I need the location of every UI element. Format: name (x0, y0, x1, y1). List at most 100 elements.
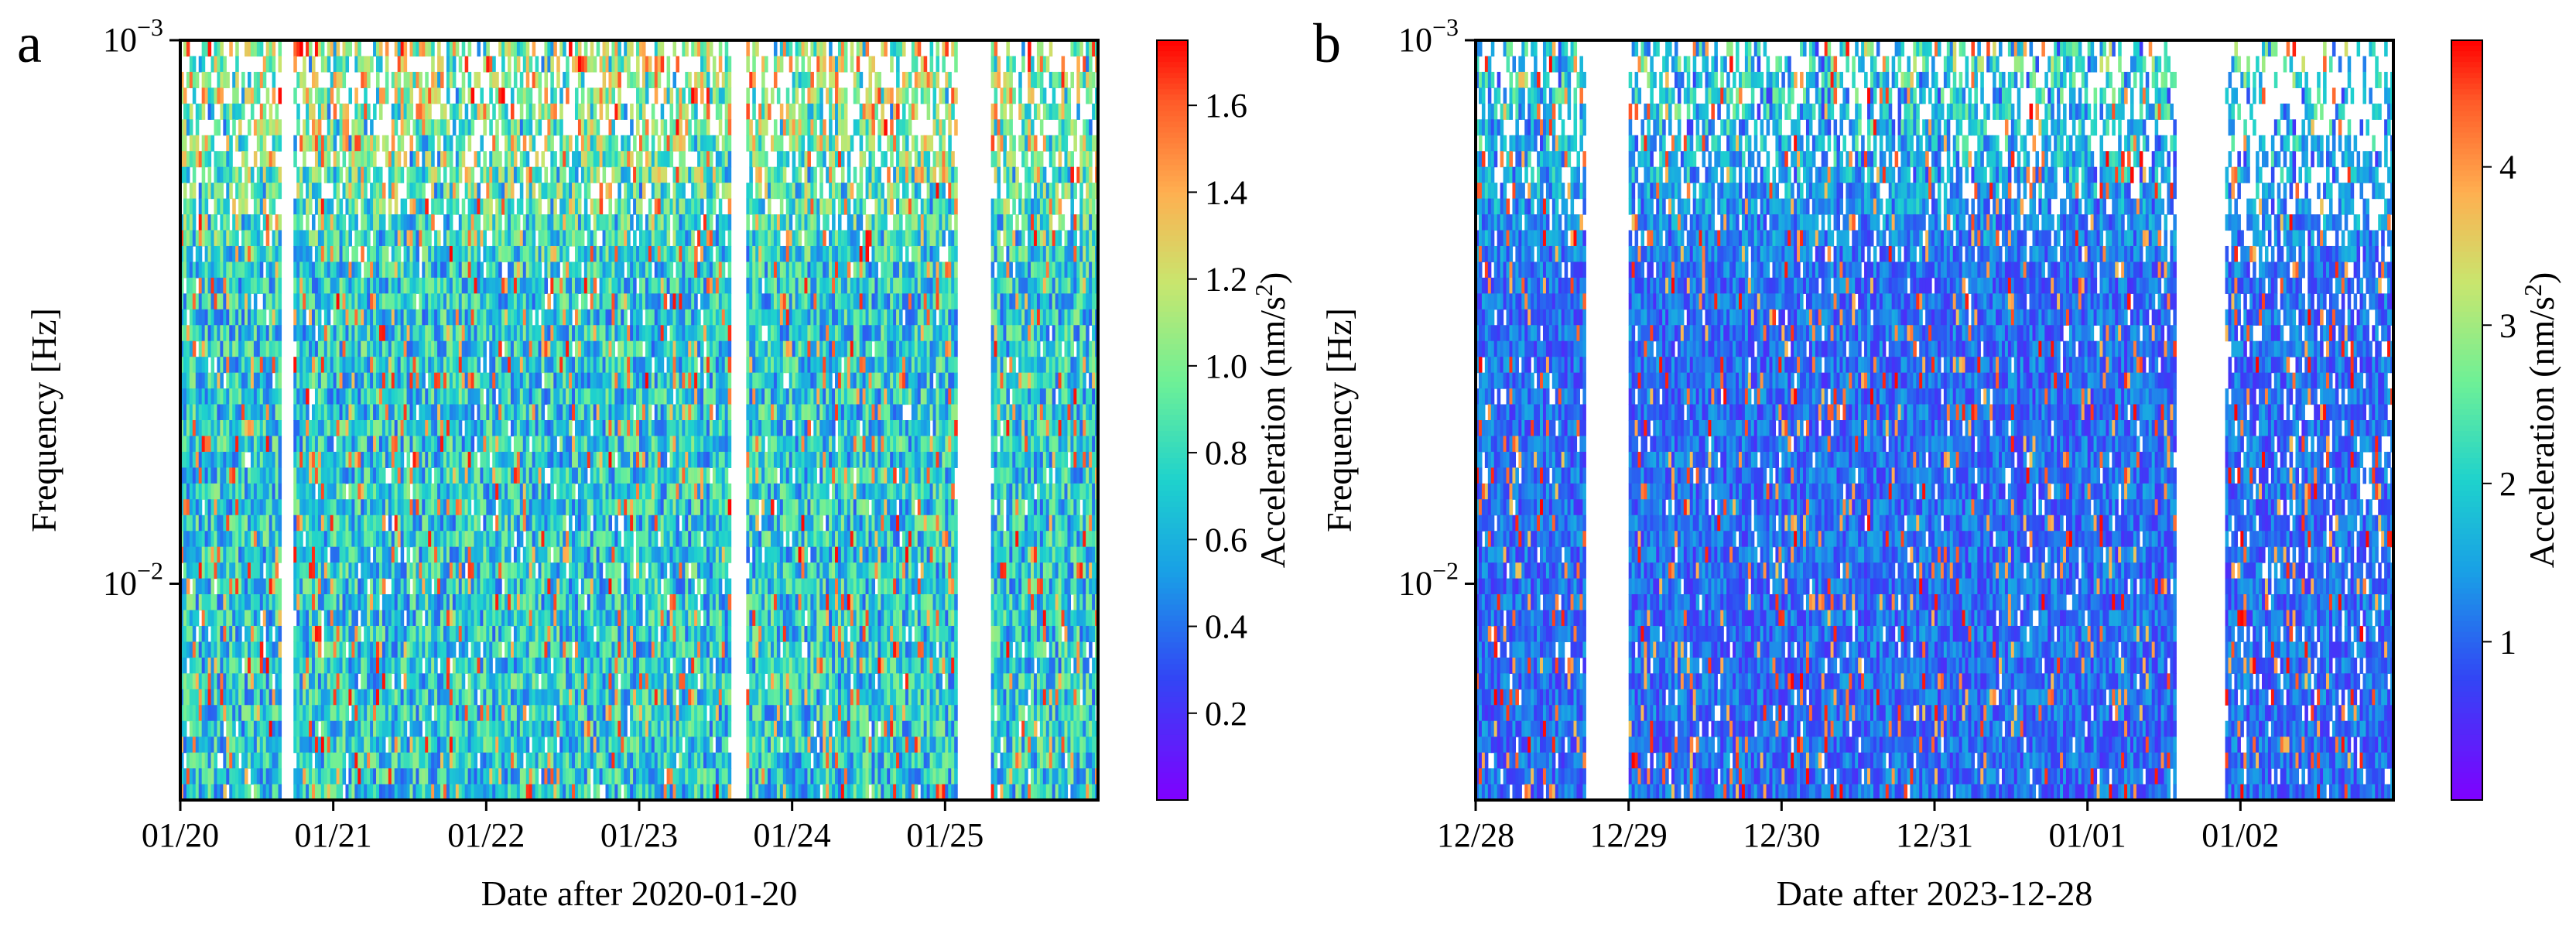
heatmap-cell (367, 262, 371, 278)
heatmap-cell (468, 40, 472, 56)
heatmap-cell (395, 214, 399, 231)
heatmap-cell (428, 753, 432, 769)
heatmap-cell (351, 515, 355, 532)
heatmap-cell (279, 594, 282, 610)
heatmap-cell (340, 753, 344, 769)
heatmap-cell (309, 420, 313, 436)
heatmap-cell (428, 768, 432, 785)
heatmap-cell (220, 357, 224, 373)
heatmap-cell (235, 135, 239, 152)
heatmap-cell (248, 689, 251, 706)
heatmap-cell (296, 278, 300, 294)
heatmap-cell (385, 357, 389, 373)
heatmap-cell (370, 405, 374, 421)
heatmap-cell (334, 753, 337, 769)
heatmap-cell (468, 278, 472, 294)
heatmap-cell (364, 579, 368, 595)
heatmap-cell (193, 499, 197, 515)
heatmap-cell (318, 388, 322, 405)
heatmap-cell (186, 262, 190, 278)
heatmap-cell (214, 56, 217, 72)
heatmap-cell (324, 214, 328, 231)
heatmap-cell (327, 531, 331, 547)
heatmap-cell (412, 405, 416, 421)
heatmap-cell (416, 705, 419, 721)
heatmap-cell (385, 278, 389, 294)
heatmap-cell (293, 56, 297, 72)
heatmap-cell (334, 373, 337, 389)
heatmap-cell (186, 547, 190, 563)
heatmap-cell (211, 278, 215, 294)
heatmap-cell (376, 183, 380, 199)
heatmap-cell (211, 737, 215, 753)
heatmap-cell (388, 531, 392, 547)
heatmap-cell (229, 673, 233, 689)
heatmap-cell (398, 167, 402, 183)
heatmap-cell (419, 768, 422, 785)
heatmap-cell (205, 641, 209, 658)
heatmap-cell (462, 293, 466, 309)
heatmap-cell (251, 405, 255, 421)
heatmap-cell (272, 547, 276, 563)
heatmap-cell (279, 357, 282, 373)
heatmap-cell (229, 405, 233, 421)
heatmap-cell (235, 293, 239, 309)
heatmap-cell (376, 388, 380, 405)
heatmap-cell (211, 405, 215, 421)
heatmap-cell (303, 341, 306, 357)
heatmap-cell (321, 721, 325, 737)
heatmap-cell (248, 499, 251, 515)
heatmap-cell (392, 309, 395, 326)
heatmap-cell (388, 325, 392, 341)
heatmap-cell (324, 452, 328, 468)
heatmap-cell (395, 119, 399, 135)
heatmap-cell (251, 673, 255, 689)
heatmap-cell (269, 721, 273, 737)
heatmap-cell (425, 737, 429, 753)
heatmap-cell (251, 373, 255, 389)
heatmap-cell (251, 420, 255, 436)
heatmap-cell (340, 135, 344, 152)
heatmap-cell (388, 705, 392, 721)
heatmap-cell (395, 689, 399, 706)
heatmap-cell (412, 737, 416, 753)
heatmap-cell (385, 151, 389, 167)
heatmap-cell (299, 40, 303, 56)
heatmap-cell (248, 246, 251, 262)
heatmap-cell (241, 484, 245, 500)
heatmap-cell (257, 721, 261, 737)
heatmap-cell (327, 119, 331, 135)
heatmap-cell (471, 641, 475, 658)
heatmap-cell (337, 484, 340, 500)
heatmap-cell (214, 119, 217, 135)
heatmap-cell (312, 562, 316, 579)
heatmap-cell (293, 151, 297, 167)
heatmap-cell (337, 531, 340, 547)
heatmap-cell (462, 768, 466, 785)
heatmap-cell (306, 183, 310, 199)
heatmap-cell (226, 293, 230, 309)
heatmap-cell (306, 689, 310, 706)
heatmap-cell (428, 167, 432, 183)
heatmap-cell (443, 325, 447, 341)
heatmap-cell (309, 436, 313, 452)
heatmap-cell (263, 388, 267, 405)
heatmap-cell (351, 641, 355, 658)
heatmap-cell (416, 768, 419, 785)
heatmap-cell (434, 689, 438, 706)
heatmap-cell (306, 610, 310, 627)
heatmap-cell (459, 673, 463, 689)
heatmap-cell (465, 388, 469, 405)
heatmap-cell (425, 658, 429, 674)
heatmap-cell (431, 753, 435, 769)
heatmap-cell (183, 705, 187, 721)
heatmap-cell (412, 262, 416, 278)
heatmap-cell (337, 214, 340, 231)
heatmap-cell (303, 641, 306, 658)
heatmap-cell (446, 768, 450, 785)
heatmap-cell (223, 309, 227, 326)
heatmap-cell (425, 420, 429, 436)
heatmap-cell (232, 531, 236, 547)
heatmap-cell (450, 199, 453, 215)
heatmap-cell (357, 388, 361, 405)
